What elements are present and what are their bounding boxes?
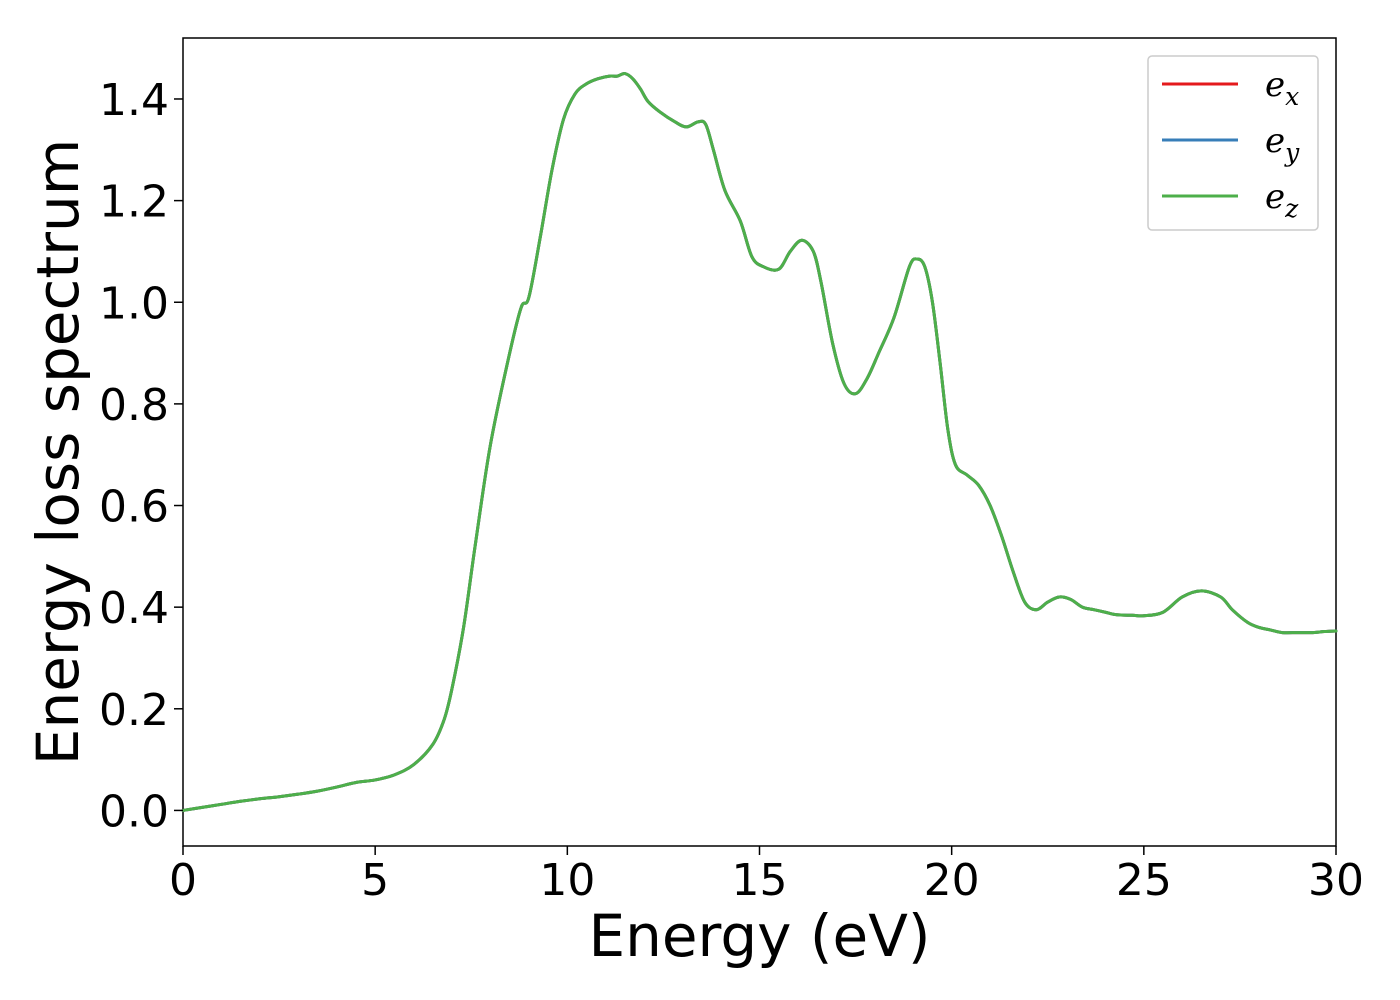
y-axis-ticks: 0.0 0.2 0.4 0.6 0.8 1.0 1.2 1.4 [99,75,183,837]
legend-label-ex: ex [1265,65,1299,111]
y-tick-label: 0.0 [99,786,169,837]
x-tick-label: 5 [361,855,389,906]
legend-entry-ex: ex [1162,65,1299,111]
y-tick-label: 0.4 [99,583,169,634]
legend-entries: ex ey ez [1162,65,1300,223]
legend-label-ez: ez [1265,177,1299,223]
legend-box [1147,55,1319,231]
series-line-ez [181,72,1338,812]
series-layer [181,72,1338,812]
legend-entry-ez: ez [1162,177,1299,223]
y-tick-label: 0.6 [99,482,169,533]
y-axis-label: Energy loss spectrum [24,139,92,765]
x-tick-label: 15 [732,855,788,906]
x-tick-label: 30 [1308,855,1364,906]
legend-label-ey: ey [1265,121,1300,167]
x-tick-label: 20 [924,855,980,906]
y-tick-label: 0.8 [99,380,169,431]
x-axis-ticks: 0 5 10 15 20 25 30 [169,846,1364,906]
y-tick-label: 1.4 [99,75,169,126]
x-tick-label: 10 [539,855,595,906]
y-tick-label: 0.2 [99,685,169,736]
x-tick-label: 0 [169,855,197,906]
legend: ex ey ez [1147,55,1319,231]
y-tick-label: 1.0 [99,278,169,329]
x-axis-label: Energy (eV) [588,902,930,970]
legend-entry-ey: ey [1162,121,1300,167]
y-tick-label: 1.2 [99,177,169,228]
x-tick-label: 25 [1116,855,1172,906]
